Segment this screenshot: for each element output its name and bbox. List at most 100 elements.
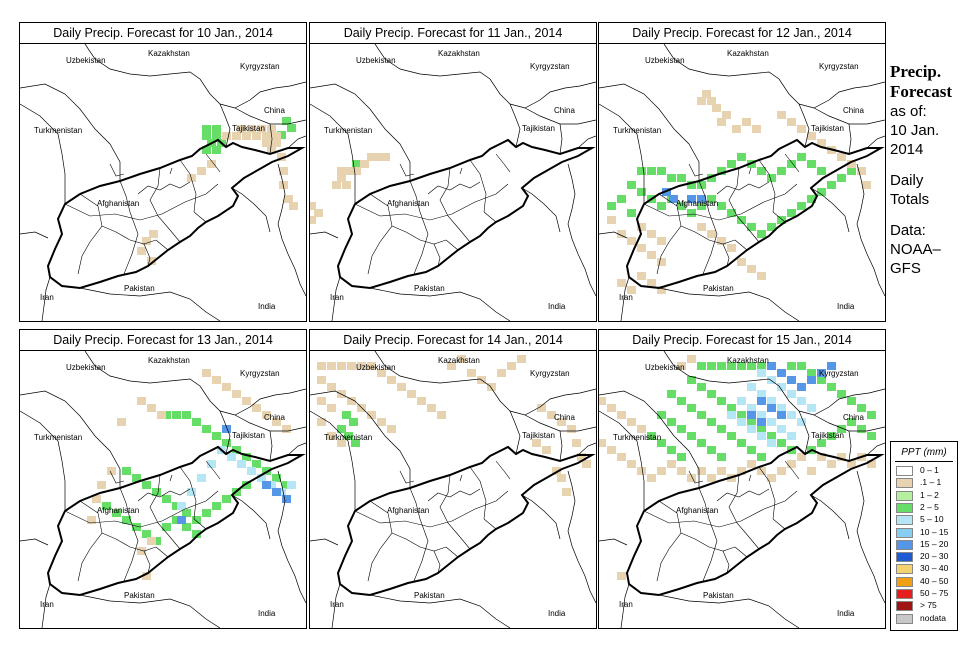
afghanistan-border xyxy=(46,445,306,597)
precip-cell xyxy=(92,495,101,503)
precip-cell xyxy=(707,362,716,370)
province-border xyxy=(399,470,415,484)
precip-cell xyxy=(381,153,390,161)
precip-cell xyxy=(417,397,426,405)
province-border xyxy=(495,460,511,480)
country-label-tajikistan: Tajikistan xyxy=(811,124,844,133)
country-border xyxy=(310,103,356,204)
province-border xyxy=(728,474,750,538)
precip-cell xyxy=(287,481,296,489)
precip-cell xyxy=(617,279,626,287)
country-label-india: India xyxy=(258,302,276,311)
country-border xyxy=(559,123,563,155)
precip-cell xyxy=(347,397,356,405)
precip-cell xyxy=(172,502,181,510)
precip-cell xyxy=(827,362,836,370)
legend-label: 50 – 75 xyxy=(920,588,949,598)
legend-swatch xyxy=(896,552,913,563)
precip-cell xyxy=(147,537,156,545)
precip-cell xyxy=(807,376,816,384)
precip-cell xyxy=(827,383,836,391)
country-border xyxy=(521,494,561,540)
precip-cell xyxy=(747,446,756,454)
precip-cell xyxy=(857,404,866,412)
legend-item: 40 – 50 xyxy=(896,576,956,588)
precip-cell xyxy=(177,516,186,524)
province-border xyxy=(748,229,760,243)
precip-cell xyxy=(212,502,221,510)
precip-cell xyxy=(327,383,336,391)
country-border xyxy=(798,103,810,148)
data-source-line3: GFS xyxy=(890,260,921,277)
country-border xyxy=(521,187,561,233)
country-label-afghanistan: Afghanistan xyxy=(387,199,429,208)
precip-cell xyxy=(697,411,706,419)
precip-cell xyxy=(562,488,571,496)
precip-cell xyxy=(727,432,736,440)
precip-cell xyxy=(757,425,766,433)
precip-cell xyxy=(147,404,156,412)
country-border xyxy=(277,163,306,297)
precip-cell xyxy=(347,362,356,370)
precip-cell xyxy=(572,439,581,447)
precip-cell xyxy=(757,397,766,405)
precip-cell xyxy=(152,537,161,545)
precip-cell xyxy=(737,467,746,475)
legend-swatch xyxy=(896,466,913,476)
precip-cell xyxy=(767,432,776,440)
country-border xyxy=(798,410,810,455)
precip-cell xyxy=(252,132,261,140)
precip-cell xyxy=(152,488,161,496)
country-border xyxy=(310,538,339,546)
country-border xyxy=(559,430,563,462)
precip-cell xyxy=(797,418,806,426)
precip-cell xyxy=(137,247,146,255)
precip-cell xyxy=(272,132,281,140)
precip-cell xyxy=(637,223,646,231)
precip-cell xyxy=(677,425,686,433)
precip-cell xyxy=(627,460,636,468)
legend-swatch xyxy=(896,490,913,501)
country-border xyxy=(599,83,700,181)
precip-cell xyxy=(617,230,626,238)
precip-cell xyxy=(122,467,131,475)
country-label-tajikistan: Tajikistan xyxy=(232,431,265,440)
precip-cell xyxy=(337,174,346,182)
province-border xyxy=(169,229,181,243)
precip-cell xyxy=(727,404,736,412)
country-label-uzbekistan: Uzbekistan xyxy=(66,363,106,372)
province-border xyxy=(483,518,497,530)
precip-cell xyxy=(97,481,106,489)
precip-cell xyxy=(212,125,221,133)
precip-cell xyxy=(767,439,776,447)
precip-cell xyxy=(817,369,826,377)
province-border xyxy=(656,500,682,582)
precip-cell xyxy=(657,237,666,245)
precip-cell xyxy=(707,97,716,105)
country-border xyxy=(20,103,66,204)
precip-cell xyxy=(172,411,181,419)
precip-cell xyxy=(687,404,696,412)
precip-cell xyxy=(157,411,166,419)
precip-cell xyxy=(827,432,836,440)
country-border xyxy=(41,276,51,321)
forecast-date-line1: 10 Jan. xyxy=(890,122,940,139)
precip-cell xyxy=(657,202,666,210)
legend-swatch xyxy=(896,613,913,624)
precip-cell xyxy=(262,132,271,140)
precip-cell xyxy=(192,516,201,524)
panel-title: Daily Precip. Forecast for 10 Jan., 2014 xyxy=(20,23,306,44)
precip-cell xyxy=(222,495,231,503)
precip-cell xyxy=(279,167,288,175)
province-border xyxy=(149,167,171,231)
precip-cell xyxy=(232,390,241,398)
precip-cell xyxy=(567,425,576,433)
precip-cell xyxy=(397,383,406,391)
country-label-pakistan: Pakistan xyxy=(703,591,734,600)
precip-cell xyxy=(757,432,766,440)
precip-cell xyxy=(457,355,466,363)
precip-cell xyxy=(172,516,181,524)
country-border xyxy=(269,123,273,155)
province-border xyxy=(169,474,173,482)
precip-cell xyxy=(797,453,806,461)
